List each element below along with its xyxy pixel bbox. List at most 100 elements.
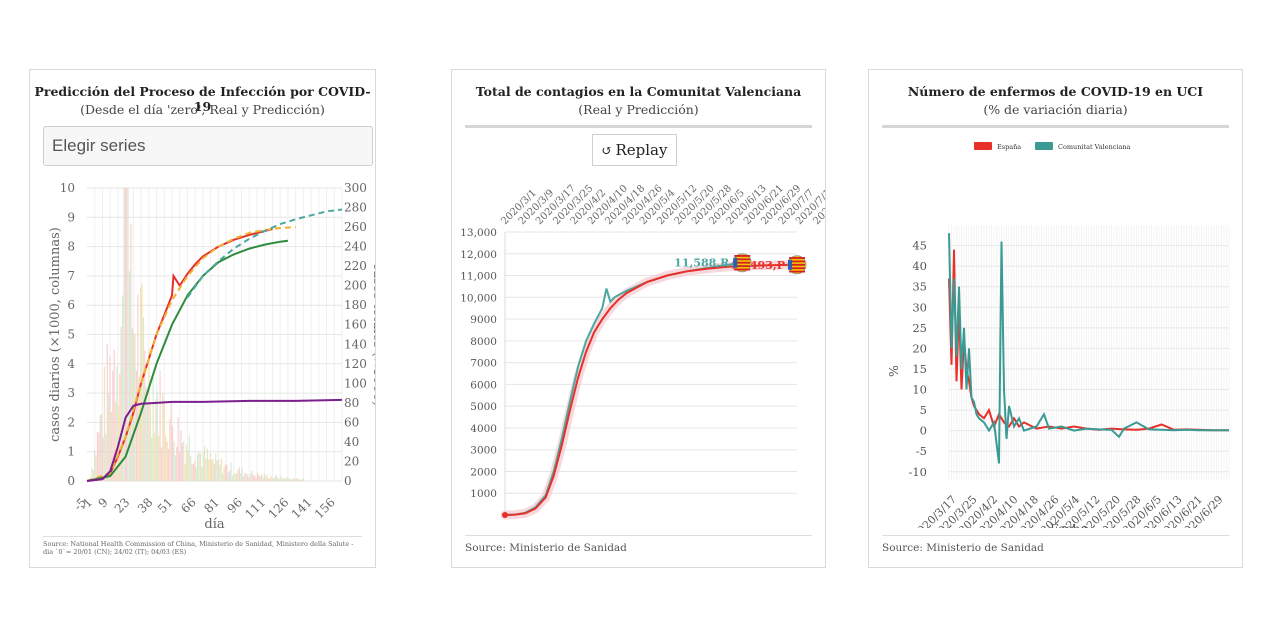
x-tick-label: 23 — [112, 495, 133, 516]
daily-bar — [290, 479, 292, 481]
daily-bar — [155, 399, 157, 481]
y-axis-label: casos diarios (×1000, columnas) — [48, 227, 63, 442]
card3-divider — [882, 535, 1229, 536]
daily-bar — [106, 344, 108, 481]
daily-bar — [261, 474, 263, 481]
y2-tick-label: 60 — [344, 415, 359, 429]
y-tick-label: 20 — [912, 341, 927, 355]
y2-tick-label: 0 — [344, 474, 352, 488]
daily-bar — [105, 433, 107, 481]
daily-bar — [267, 478, 270, 481]
daily-bar — [226, 464, 228, 481]
y-tick-label: 3000 — [470, 445, 497, 457]
daily-bar — [205, 458, 207, 481]
daily-bar — [169, 419, 171, 481]
y-tick-label: 12,000 — [460, 249, 497, 261]
y2-tick-label: 200 — [344, 279, 367, 293]
y2-tick-label: 80 — [344, 396, 359, 410]
daily-bar — [249, 474, 252, 481]
daily-bar — [174, 455, 176, 481]
daily-bar — [96, 431, 99, 481]
series-line-valencia — [948, 233, 1229, 464]
daily-bar — [279, 479, 281, 481]
daily-bar — [94, 450, 96, 481]
y-tick-label: 40 — [912, 259, 927, 273]
daily-bar — [215, 453, 217, 481]
daily-bar — [222, 473, 224, 481]
daily-bar — [127, 188, 129, 481]
daily-bar — [195, 467, 197, 481]
daily-bar — [255, 477, 257, 481]
daily-bar — [113, 349, 115, 481]
daily-bar — [217, 459, 220, 481]
y-tick-label: 5000 — [470, 401, 497, 413]
daily-bar — [270, 476, 272, 481]
daily-bar — [254, 475, 256, 481]
daily-bar — [299, 480, 302, 481]
card3-header-rule — [882, 125, 1229, 128]
x-tick-label: 141 — [289, 495, 315, 521]
daily-bar — [269, 478, 271, 481]
daily-bar — [163, 400, 165, 481]
card3-source: Source: Ministerio de Sanidad — [882, 542, 1044, 554]
card1-divider — [43, 536, 362, 537]
daily-bar — [230, 462, 232, 481]
y2-tick-label: 100 — [344, 376, 367, 390]
daily-bar — [281, 478, 284, 481]
y-tick-label: 7000 — [470, 358, 497, 370]
total-line-orange — [86, 226, 296, 482]
y-tick-label: 35 — [912, 280, 927, 294]
daily-bar — [301, 479, 303, 481]
daily-bar — [190, 455, 192, 481]
card2-subtitle: (Real y Predicción) — [578, 102, 699, 117]
daily-bar — [212, 458, 214, 481]
daily-bar — [240, 473, 242, 481]
daily-bar — [199, 453, 202, 481]
daily-bar — [191, 463, 193, 481]
daily-bar — [252, 474, 254, 481]
daily-bar — [172, 426, 174, 481]
card2-divider — [465, 535, 812, 536]
daily-bar — [277, 478, 279, 481]
y-tick-label: 0 — [67, 474, 75, 488]
y-tick-label: 4 — [67, 357, 75, 371]
y-tick-label: -5 — [916, 444, 927, 458]
y-tick-label: 5 — [920, 403, 927, 417]
y-tick-label: 1000 — [470, 488, 497, 500]
card3-title: Número de enfermos de COVID-19 en UCI — [907, 84, 1204, 99]
daily-bar — [283, 477, 285, 481]
valencia-flag-icon-p — [787, 255, 807, 275]
card1-title: Predicción del Proceso de Infección por … — [34, 84, 371, 114]
daily-bar — [160, 447, 163, 481]
daily-bar — [181, 442, 183, 481]
daily-bar — [144, 350, 146, 481]
daily-bar — [167, 449, 170, 481]
total-line-teal — [186, 208, 343, 298]
daily-bar — [194, 461, 196, 481]
daily-bar — [206, 448, 208, 481]
daily-bar — [287, 478, 289, 481]
daily-bar — [184, 463, 186, 481]
daily-bar — [121, 295, 124, 481]
x-tick-label: 38 — [135, 495, 156, 516]
daily-bar — [256, 472, 259, 481]
daily-bar — [114, 401, 117, 481]
start-point — [502, 512, 508, 518]
y-tick-label: 3 — [67, 386, 75, 400]
daily-bar — [119, 374, 121, 481]
x-tick-label: 156 — [312, 495, 338, 521]
y-tick-label: 5 — [67, 328, 75, 342]
series-line-P — [504, 263, 798, 516]
replay-button[interactable]: ↺ Replay — [592, 134, 677, 166]
y2-tick-label: 180 — [344, 298, 367, 312]
daily-bar — [103, 366, 106, 481]
x-tick-label: 66 — [178, 495, 199, 516]
daily-bar — [284, 479, 286, 481]
replay-label: Replay — [615, 141, 668, 159]
daily-bar — [220, 458, 222, 481]
daily-bar — [244, 472, 246, 481]
daily-bar — [245, 473, 247, 481]
daily-bar — [216, 460, 218, 481]
series-select[interactable]: Elegir series — [43, 126, 373, 166]
daily-bar — [177, 417, 179, 481]
